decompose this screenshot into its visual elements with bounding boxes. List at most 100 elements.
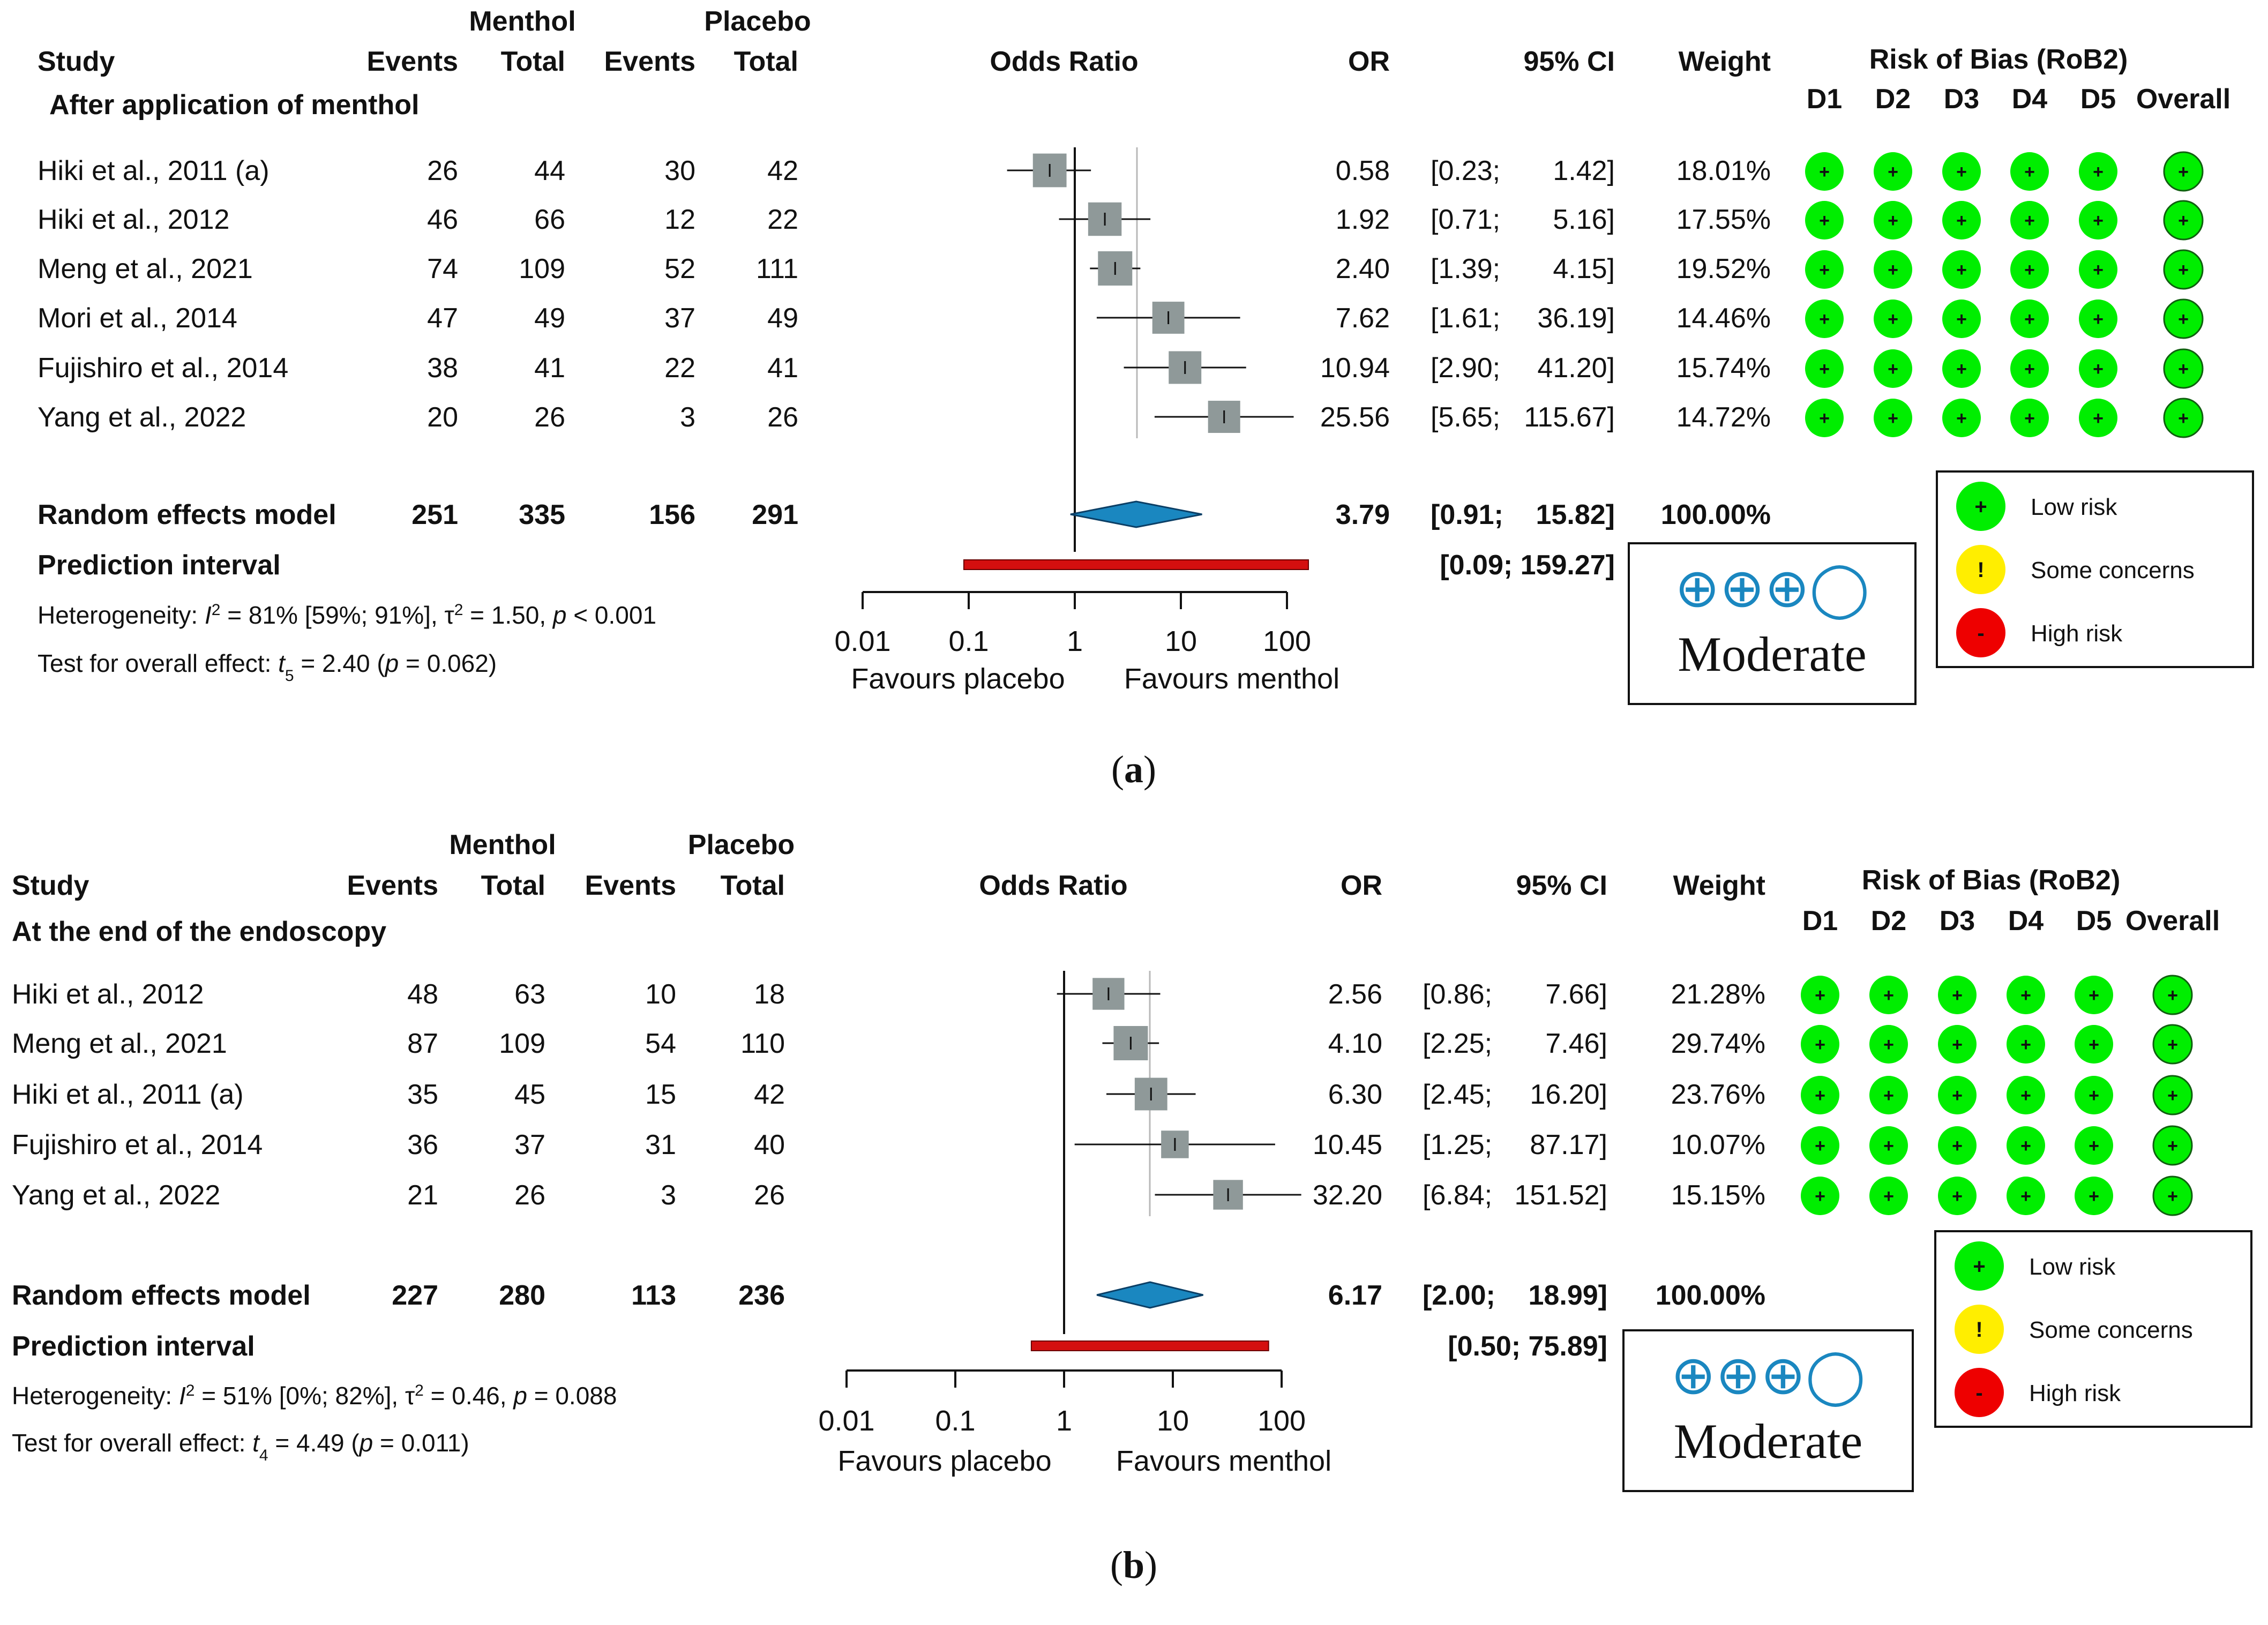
odds-ratio-value: 4.10 xyxy=(1328,1028,1382,1059)
low-risk-icon xyxy=(1805,299,1844,338)
header-placebo: Placebo xyxy=(688,829,795,860)
header-rob-d5: D5 xyxy=(2080,84,2116,115)
axis-tick-label: 0.01 xyxy=(818,1405,874,1437)
rob-symbol: + xyxy=(2020,1035,2031,1055)
low-risk-icon xyxy=(2079,201,2117,239)
ci-high-value: 87.17] xyxy=(1530,1129,1607,1160)
low-risk-icon xyxy=(2163,200,2204,241)
rob-symbol: + xyxy=(2093,309,2104,330)
rob-symbol: + xyxy=(1952,985,1963,1006)
rob-symbol: + xyxy=(2178,211,2189,231)
rob-symbol: + xyxy=(2020,985,2031,1006)
subgroup-title: After application of menthol xyxy=(49,89,419,121)
low-risk-icon xyxy=(1801,1025,1839,1064)
low-risk-icon xyxy=(2163,298,2204,339)
ci-low-value: [6.84; xyxy=(1423,1180,1492,1211)
study-row: Meng et al., 2021 74 109 52 111 2.40 [1.39; 4.1… xyxy=(38,249,2204,290)
rob-dot-d3: + xyxy=(1942,250,1981,289)
header-rob-d3: D3 xyxy=(1944,84,1979,115)
header-odds-ratio: Odds Ratio xyxy=(979,870,1127,901)
placebo-total: 42 xyxy=(767,155,798,186)
low-risk-icon xyxy=(1938,1177,1977,1215)
study-row: Yang et al., 2022 21 26 3 26 32.20 [6.84; 151.5… xyxy=(12,1175,2193,1216)
placebo-events: 22 xyxy=(664,353,695,384)
menthol-total: 26 xyxy=(514,1180,545,1211)
low-risk-icon xyxy=(2007,1177,2045,1215)
rob-dot-d4: + xyxy=(2007,1126,2045,1165)
rob-symbol: + xyxy=(1952,1085,1963,1106)
rob-dot-d2: + xyxy=(1869,1025,1908,1064)
low-risk-icon xyxy=(2010,152,2049,191)
header-rob-d1: D1 xyxy=(1802,905,1838,937)
rob-dot-overall: + xyxy=(2163,151,2204,192)
odds-ratio-value: 25.56 xyxy=(1320,402,1390,433)
axis-tick-label: 0.1 xyxy=(935,1405,975,1437)
low-risk-icon xyxy=(1955,1241,2004,1291)
prediction-interval-text: [0.50; 75.89] xyxy=(1448,1331,1607,1362)
legend-symbol: ! xyxy=(1975,1318,1982,1342)
header-rob-title: Risk of Bias (RoB2) xyxy=(1862,865,2121,896)
rob-legend: + Low risk! Some concerns - High risk xyxy=(1934,1230,2252,1428)
menthol-events: 87 xyxy=(407,1028,438,1059)
low-risk-icon xyxy=(1874,201,1912,239)
legend-item: + Low risk xyxy=(1955,1241,2116,1291)
ci-high-value: 7.46] xyxy=(1545,1028,1607,1059)
rob-dot-d1: + xyxy=(1805,399,1844,437)
pooled-weight: 100.00% xyxy=(1656,1280,1765,1311)
grade-frame xyxy=(1628,542,1917,705)
rob-dot-d1: + xyxy=(1805,152,1844,191)
low-risk-icon xyxy=(2075,1076,2113,1114)
placebo-events: 30 xyxy=(664,155,695,186)
low-risk-icon xyxy=(2152,1175,2193,1216)
rob-symbol: + xyxy=(1956,309,1967,330)
menthol-total: 26 xyxy=(534,402,565,433)
placebo-total: 26 xyxy=(767,402,798,433)
header-rob-d4: D4 xyxy=(2012,84,2048,115)
pooled-ci-high: 18.99] xyxy=(1529,1280,1607,1311)
rob-symbol: + xyxy=(1952,1186,1963,1207)
menthol-events: 21 xyxy=(407,1180,438,1211)
placebo-total: 22 xyxy=(767,204,798,235)
ci-low-value: [0.71; xyxy=(1431,204,1500,235)
placebo-events: 31 xyxy=(645,1129,676,1160)
low-risk-icon xyxy=(1869,1025,1908,1064)
low-risk-icon xyxy=(1805,250,1844,289)
header-placebo-total: Total xyxy=(721,870,785,901)
study-name: Hiki et al., 2012 xyxy=(12,979,204,1010)
low-risk-icon xyxy=(1874,152,1912,191)
low-risk-icon xyxy=(2152,975,2193,1015)
placebo-events: 52 xyxy=(664,253,695,284)
weight-value: 15.74% xyxy=(1676,353,1771,384)
placebo-total: 42 xyxy=(754,1079,785,1110)
rob-symbol: + xyxy=(2167,985,2178,1006)
rob-symbol: + xyxy=(1819,359,1830,379)
rob-dot-overall: + xyxy=(2163,398,2204,438)
placebo-total: 18 xyxy=(754,979,785,1010)
study-row: Meng et al., 2021 87 109 54 110 4.10 [2.25; 7.4… xyxy=(12,1024,2193,1065)
low-risk-icon xyxy=(1938,1126,1977,1165)
legend-item: ! Some concerns xyxy=(1955,1305,2193,1354)
rob-symbol: + xyxy=(1883,1186,1894,1207)
axis-tick-label: 10 xyxy=(1165,625,1197,657)
low-risk-icon xyxy=(2010,349,2049,388)
menthol-events: 47 xyxy=(427,303,458,334)
rob-dot-d3: + xyxy=(1938,1177,1977,1215)
rob-symbol: + xyxy=(1819,260,1830,280)
axis-tick-label: 1 xyxy=(1067,625,1083,657)
overall-effect-text: Test for overall effect: t5 = 2.40 (p = … xyxy=(38,649,497,685)
rob-symbol: + xyxy=(2093,359,2104,379)
legend-symbol: ! xyxy=(1977,558,1984,582)
study-name: Fujishiro et al., 2014 xyxy=(12,1129,263,1160)
menthol-total: 45 xyxy=(514,1079,545,1110)
rob-dot-d4: + xyxy=(2007,1177,2045,1215)
low-risk-icon xyxy=(1869,976,1908,1014)
rob-symbol: + xyxy=(2178,162,2189,182)
legend-label: Low risk xyxy=(2031,494,2117,520)
pooled-menthol-total: 280 xyxy=(499,1280,545,1311)
menthol-events: 26 xyxy=(427,155,458,186)
low-risk-icon xyxy=(2075,1025,2113,1064)
subgroup-title: At the end of the endoscopy xyxy=(12,916,386,947)
weight-value: 21.28% xyxy=(1671,979,1765,1010)
